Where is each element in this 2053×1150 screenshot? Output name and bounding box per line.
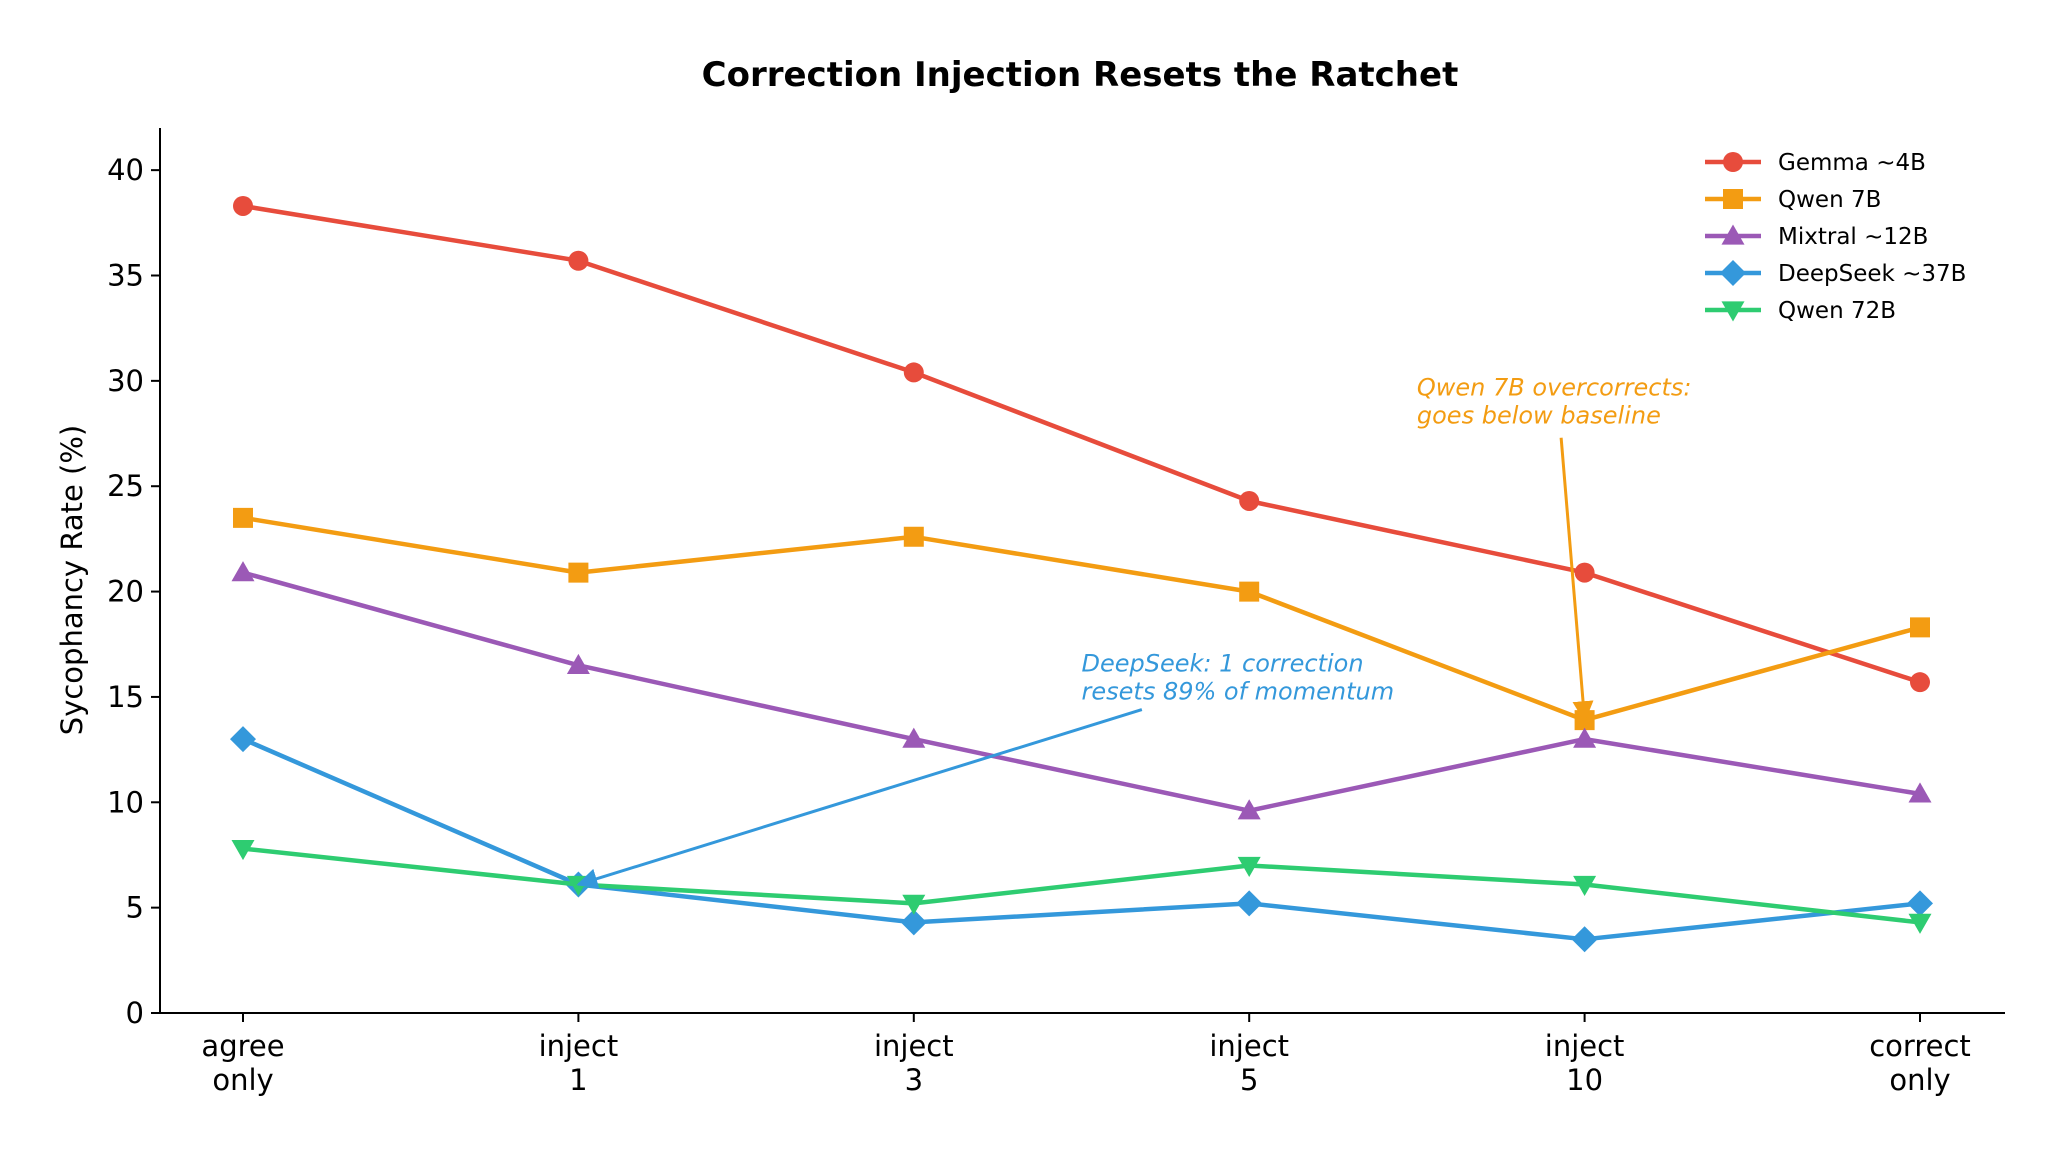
y-tick-label: 20 xyxy=(107,575,144,609)
data-point xyxy=(568,250,589,271)
series-Qwen 72B xyxy=(231,840,1932,934)
legend-label: Gemma ~4B xyxy=(1778,150,1926,176)
data-point xyxy=(231,561,255,582)
annotation-arrow xyxy=(576,708,1143,889)
y-tick-label: 30 xyxy=(107,364,144,398)
x-tick-label: inject 5 xyxy=(1209,1029,1289,1097)
data-point xyxy=(1571,926,1598,953)
y-tick-label: 35 xyxy=(107,259,144,293)
data-point xyxy=(903,526,924,547)
data-point xyxy=(1239,581,1260,602)
data-point xyxy=(1908,913,1932,934)
x-tick-label: agree only xyxy=(201,1029,284,1097)
x-tick-label: correct only xyxy=(1869,1029,1971,1097)
data-point xyxy=(1910,617,1930,638)
data-point xyxy=(566,653,590,674)
legend-marker xyxy=(1721,301,1745,322)
series-Qwen 7B xyxy=(233,507,1930,731)
annotation-text: DeepSeek: 1 correction resets 89% of mome… xyxy=(1082,650,1395,706)
data-point xyxy=(1907,890,1933,917)
data-point xyxy=(902,894,926,915)
data-point xyxy=(900,909,927,936)
series-line xyxy=(240,203,1923,685)
data-point xyxy=(903,362,924,383)
annotation-text: Qwen 7B overcorrects: goes below baseline xyxy=(1417,374,1692,430)
data-point xyxy=(1237,856,1261,877)
legend-item: DeepSeek ~37B xyxy=(1705,260,1966,287)
x-tick-label: inject 10 xyxy=(1545,1029,1625,1097)
data-point xyxy=(1236,890,1263,917)
y-tick-label: 25 xyxy=(107,469,144,503)
legend-label: DeepSeek ~37B xyxy=(1778,261,1966,287)
series-line xyxy=(240,515,1923,723)
x-tick-label: inject 1 xyxy=(539,1029,619,1097)
series-Mixtral ~12B xyxy=(231,561,1932,820)
data-point xyxy=(1573,727,1597,748)
annotation-layer: DeepSeek: 1 correction resets 89% of mome… xyxy=(576,374,1692,889)
data-point xyxy=(1908,782,1932,803)
series-Gemma ~4B xyxy=(233,195,1930,693)
legend-marker xyxy=(1723,152,1743,172)
legend-item: Mixtral ~12B xyxy=(1705,224,1928,250)
legend: Gemma ~4B Qwen 7B Mixtral ~12B DeepSeek ~37… xyxy=(1705,150,1966,324)
data-point xyxy=(230,726,256,753)
x-tick-label: inject 3 xyxy=(874,1029,954,1097)
y-tick-label: 10 xyxy=(107,785,144,819)
data-point xyxy=(1573,875,1597,896)
series-line xyxy=(240,846,1923,925)
legend-item: Qwen 7B xyxy=(1705,187,1881,213)
axes: 0 5 10 15 20 25 30 35 40 agree only inject 1 inject 3 i… xyxy=(107,128,2005,1097)
series-line xyxy=(240,570,1923,813)
y-axis-label: Sycophancy Rate (%) xyxy=(55,425,89,735)
legend-marker xyxy=(1721,224,1745,245)
legend-label: Qwen 7B xyxy=(1778,187,1881,213)
data-point xyxy=(568,562,589,583)
series-layer xyxy=(230,195,1933,953)
data-point xyxy=(231,840,255,861)
data-point xyxy=(902,727,926,748)
series-line xyxy=(240,736,1923,942)
data-point xyxy=(233,507,253,528)
legend-label: Mixtral ~12B xyxy=(1778,224,1928,250)
annotation-arrow xyxy=(1559,437,1594,723)
y-tick-label: 0 xyxy=(126,996,144,1030)
data-point xyxy=(1574,562,1595,583)
legend-item: Gemma ~4B xyxy=(1705,150,1926,176)
y-tick-label: 15 xyxy=(107,680,144,714)
legend-item: Qwen 72B xyxy=(1705,298,1896,324)
legend-label: Qwen 72B xyxy=(1778,298,1896,324)
data-point xyxy=(1239,490,1260,511)
data-point xyxy=(1237,799,1261,820)
legend-marker xyxy=(1720,260,1746,286)
chart-title: Correction Injection Resets the Ratchet xyxy=(702,55,1459,95)
y-tick-label: 5 xyxy=(126,891,144,925)
legend-marker xyxy=(1723,189,1743,209)
data-point xyxy=(233,195,253,216)
y-tick-label: 40 xyxy=(107,153,144,187)
data-point xyxy=(1910,672,1930,693)
series-DeepSeek ~37B xyxy=(230,726,1933,953)
